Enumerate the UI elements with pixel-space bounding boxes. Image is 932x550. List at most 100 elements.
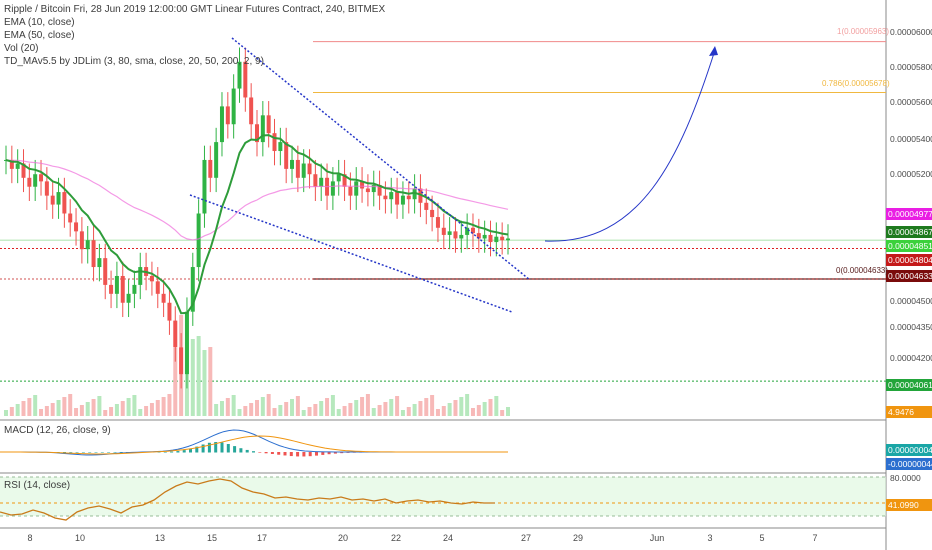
candle-body <box>400 195 405 205</box>
volume-bar <box>85 402 90 416</box>
macd-histogram-bar <box>270 452 274 454</box>
price-tag-last: 0.00004851 <box>886 240 932 252</box>
volume-bar <box>342 406 347 416</box>
candle-body <box>488 234 493 243</box>
candle-body <box>476 233 481 239</box>
volume-bar <box>225 398 230 416</box>
candle-body <box>39 174 44 182</box>
time-tick: 22 <box>390 533 402 543</box>
volume-bar <box>255 400 259 416</box>
study-tdma-label[interactable]: TD_MAv5.5 by JDLim (3, 80, sma, close, 2… <box>4 56 264 67</box>
volume-bar <box>196 336 201 416</box>
candle-body <box>435 217 440 228</box>
time-tick: 13 <box>154 533 166 543</box>
candle-body <box>424 202 429 210</box>
volume-bar <box>278 405 283 416</box>
candle-body <box>214 142 219 178</box>
candle-body <box>395 192 400 205</box>
macd-histogram-bar <box>88 452 92 453</box>
volume-bar <box>500 410 505 416</box>
wedge-upper-line <box>231 37 531 281</box>
volume-bar <box>418 401 423 416</box>
volume-bar <box>39 409 44 416</box>
study-vol-label[interactable]: Vol (20) <box>4 43 39 54</box>
macd-histogram-bar <box>107 452 111 453</box>
price-tick: 0.00004200 <box>890 353 932 363</box>
candle-body <box>371 184 376 193</box>
candle-body <box>500 236 505 241</box>
candle-body <box>290 159 295 169</box>
candle-body <box>319 177 324 187</box>
volume-bar <box>336 409 341 416</box>
candle-body <box>167 302 172 321</box>
macd-histogram-bar <box>264 452 268 454</box>
macd-histogram-bar <box>321 452 325 455</box>
volume-bar <box>56 400 61 416</box>
time-tick: 8 <box>27 533 33 543</box>
candle-body <box>184 311 189 375</box>
candle-body <box>272 133 277 152</box>
candle-body <box>138 267 143 285</box>
price-tick: 0.00004350 <box>890 322 932 332</box>
candle-body <box>196 213 201 268</box>
volume-bar <box>243 406 248 416</box>
candle-body <box>132 284 137 294</box>
macd-histogram-bar <box>63 452 66 453</box>
volume-bar <box>190 339 195 416</box>
study-ema50-label[interactable]: EMA (50, close) <box>4 30 75 41</box>
fib-label-top: 1(0.00005963) <box>837 27 890 36</box>
candle-body <box>126 293 131 303</box>
rsi-tag-value: 41.0990 <box>886 499 932 511</box>
candle-body <box>109 284 114 294</box>
price-tick: 0.00006000 <box>890 27 932 37</box>
candle-body <box>173 320 178 348</box>
candle-body <box>482 234 487 239</box>
macd-histogram-bar <box>233 446 237 453</box>
macd-histogram-bar <box>201 444 205 453</box>
candle-body <box>91 240 96 268</box>
volume-bar <box>365 394 370 416</box>
study-ema10-label[interactable]: EMA (10, close) <box>4 17 75 28</box>
volume-bar <box>459 397 464 416</box>
candle-body <box>453 231 458 239</box>
rsi-label[interactable]: RSI (14, close) <box>4 480 71 491</box>
volume-bar <box>313 404 318 416</box>
candle-body <box>120 275 125 303</box>
candle-body <box>68 213 73 223</box>
macd-histogram-bar <box>100 452 104 453</box>
macd-histogram-bar <box>195 446 199 453</box>
time-tick: 29 <box>572 533 584 543</box>
volume-bar <box>453 400 458 416</box>
candle-body <box>44 181 49 196</box>
macd-histogram-bar <box>214 442 218 453</box>
macd-label[interactable]: MACD (12, 26, close, 9) <box>4 425 111 436</box>
macd-histogram-bar <box>327 452 331 455</box>
volume-bar <box>447 403 452 416</box>
volume-bar <box>470 408 475 416</box>
time-tick: 24 <box>442 533 454 543</box>
macd-tag-signal: 0.00000004 <box>886 444 932 456</box>
candle-body <box>301 163 306 178</box>
volume-bar <box>27 398 32 416</box>
volume-bar <box>21 401 26 416</box>
rsi-band <box>0 477 886 516</box>
volume-bar <box>301 410 306 416</box>
volume-bar <box>144 406 149 416</box>
volume-bar <box>109 407 114 416</box>
volume-bar <box>62 397 67 416</box>
time-tick: 7 <box>812 533 818 543</box>
candle-body <box>74 222 79 232</box>
candle-body <box>97 258 102 268</box>
volume-bar <box>219 401 224 416</box>
volume-bar <box>430 395 435 416</box>
candle-body <box>21 163 26 178</box>
candle-body <box>79 231 84 250</box>
volume-bar <box>237 409 242 416</box>
volume-bar <box>406 407 411 416</box>
volume-bar <box>68 394 73 416</box>
volume-bar <box>103 410 108 416</box>
candle-body <box>494 236 499 243</box>
volume-bar <box>371 408 376 416</box>
volume-bar <box>114 404 119 416</box>
volume-bar <box>149 403 154 416</box>
